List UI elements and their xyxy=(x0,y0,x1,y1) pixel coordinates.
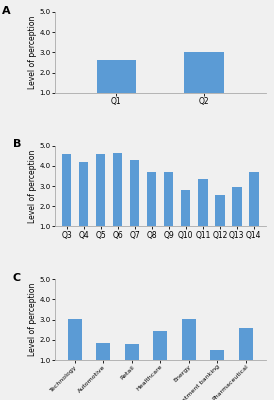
Bar xyxy=(147,172,156,226)
Bar xyxy=(184,52,224,93)
Bar xyxy=(113,153,122,226)
Bar xyxy=(153,331,167,360)
Bar xyxy=(96,60,136,93)
Bar xyxy=(181,190,190,226)
Bar xyxy=(198,179,207,226)
Bar xyxy=(96,343,110,360)
Bar xyxy=(96,154,105,226)
Bar xyxy=(210,350,224,360)
Bar xyxy=(215,195,224,226)
Bar xyxy=(125,344,139,360)
Y-axis label: Level of perception: Level of perception xyxy=(28,149,37,223)
Y-axis label: Level of perception: Level of perception xyxy=(28,16,37,89)
Bar xyxy=(68,318,82,360)
Text: A: A xyxy=(2,6,11,16)
Bar xyxy=(164,172,173,226)
Bar xyxy=(232,187,242,226)
Bar xyxy=(249,172,259,226)
Bar xyxy=(182,318,196,360)
Y-axis label: Level of perception: Level of perception xyxy=(28,283,37,356)
Bar xyxy=(130,160,139,226)
Bar xyxy=(79,162,89,226)
Bar xyxy=(239,328,253,360)
Bar xyxy=(62,154,72,226)
Text: B: B xyxy=(13,139,21,149)
Text: C: C xyxy=(13,272,21,282)
